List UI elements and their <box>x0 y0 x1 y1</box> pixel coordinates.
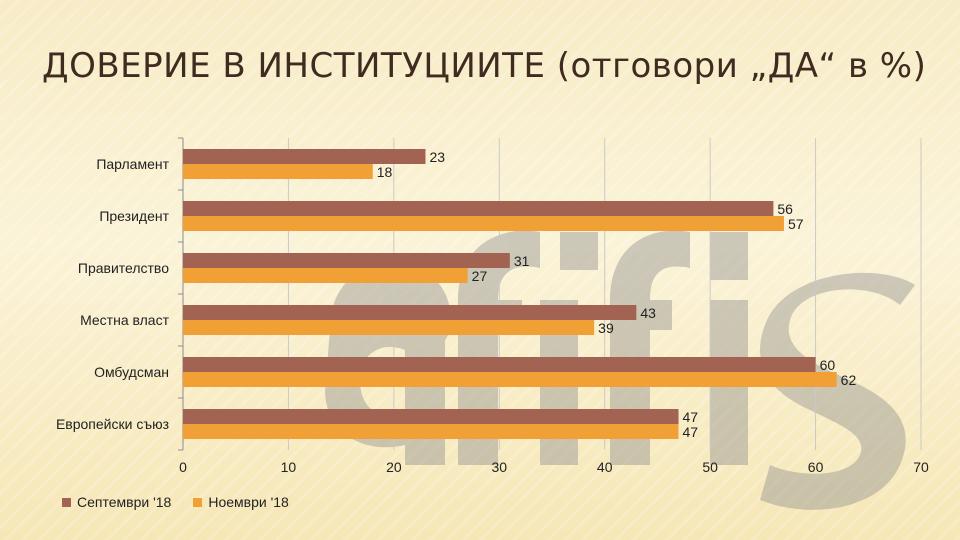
x-tick-label: 30 <box>491 459 507 475</box>
data-label: 39 <box>598 320 614 336</box>
data-label: 56 <box>777 201 793 217</box>
data-label: 47 <box>683 424 699 440</box>
bar-series-2 <box>183 320 595 335</box>
category-label: Омбудсман <box>94 364 169 380</box>
bar-series-1 <box>183 149 426 164</box>
bar-series-2 <box>183 268 468 283</box>
data-label: 62 <box>841 372 857 388</box>
data-label: 27 <box>472 268 488 284</box>
data-label: 47 <box>683 409 699 425</box>
legend-label-series-2: Ноември '18 <box>208 494 289 510</box>
category-label: Правителство <box>78 260 169 276</box>
data-label: 23 <box>429 149 445 165</box>
legend-swatch-series-1 <box>62 497 71 507</box>
bar-series-1 <box>183 201 774 216</box>
legend-swatch-series-2 <box>193 497 203 507</box>
bar-series-1 <box>183 409 679 424</box>
x-tick-label: 10 <box>281 459 297 475</box>
legend-label-series-1: Септември '18 <box>77 494 172 510</box>
x-tick-label: 20 <box>386 459 402 475</box>
bar-series-2 <box>183 372 837 387</box>
bar-series-2 <box>183 216 784 231</box>
data-label: 31 <box>514 253 530 269</box>
x-tick-label: 40 <box>597 459 613 475</box>
data-label: 60 <box>820 357 836 373</box>
chart-legend: Септември '18 Ноември '18 <box>62 494 289 510</box>
category-label: Местна власт <box>80 312 169 328</box>
category-label: Европейски съюз <box>56 416 169 432</box>
category-label: Парламент <box>96 156 169 172</box>
x-tick-label: 60 <box>808 459 824 475</box>
data-label: 43 <box>640 305 656 321</box>
bar-series-1 <box>183 305 637 320</box>
bar-series-1 <box>183 253 510 268</box>
x-tick-label: 50 <box>702 459 718 475</box>
category-label: Президент <box>99 208 169 224</box>
legend-item-series-1: Септември '18 <box>62 494 171 510</box>
data-label: 57 <box>788 216 804 232</box>
title-subtitle: (отговори „ДА“ в %) <box>545 46 927 86</box>
bar-series-2 <box>183 164 373 179</box>
bar-series-2 <box>183 424 679 439</box>
bar-series-1 <box>183 357 816 372</box>
x-tick-label: 70 <box>913 459 929 475</box>
data-label: 18 <box>377 164 393 180</box>
x-tick-label: 0 <box>179 459 187 475</box>
slide-title: ДОВЕРИЕ В ИНСТИТУЦИИТЕ (отговори „ДА“ в … <box>42 46 942 86</box>
title-main: ДОВЕРИЕ В ИНСТИТУЦИИТЕ <box>42 46 546 86</box>
legend-item-series-2: Ноември '18 <box>193 494 289 510</box>
